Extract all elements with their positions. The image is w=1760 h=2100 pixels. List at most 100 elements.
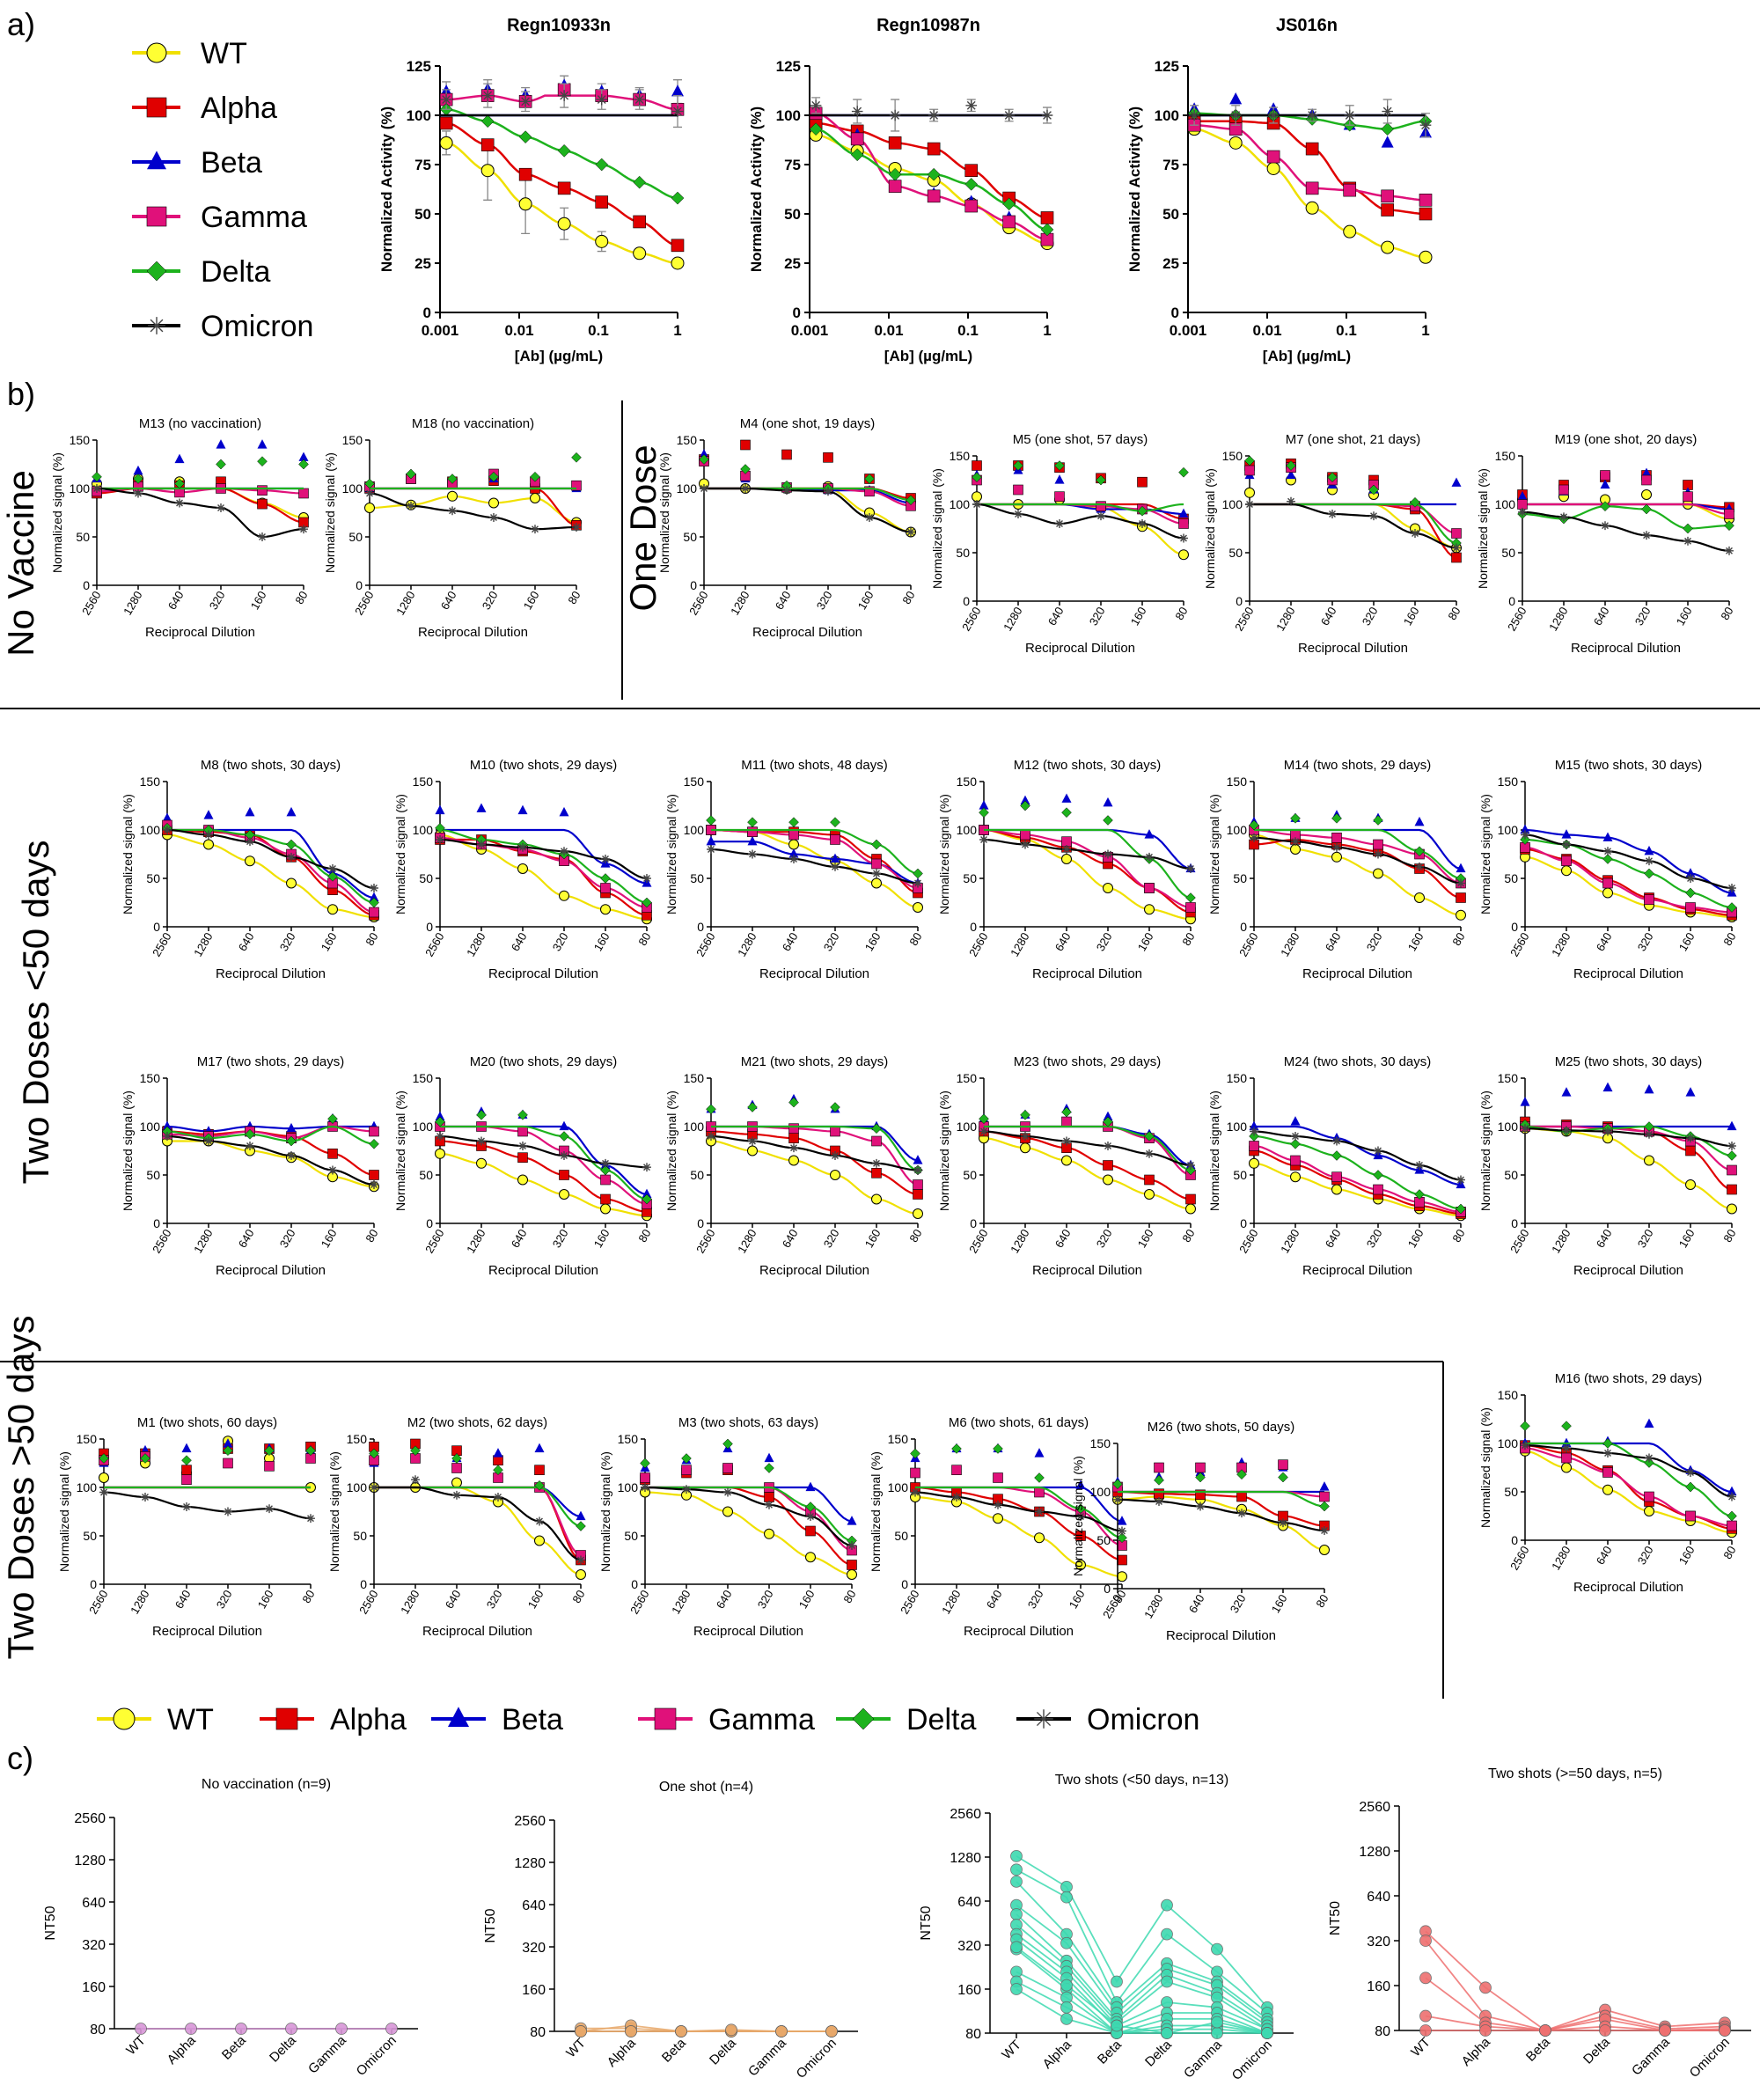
fit-line-delta xyxy=(166,1125,375,1145)
data-point-delta xyxy=(972,472,982,483)
x-tick-label: 640 xyxy=(165,589,187,612)
data-point-delta xyxy=(1683,523,1693,534)
y-tick-label: 50 xyxy=(1228,546,1243,560)
plot-b-title: M25 (two shots, 30 days) xyxy=(1555,1054,1703,1069)
y-tick-label: 50 xyxy=(1162,206,1179,223)
y-tick-label: 0 xyxy=(690,578,697,592)
legend-marker-alpha xyxy=(275,1707,298,1730)
data-point-omicron xyxy=(741,484,750,493)
data-point-delta xyxy=(699,454,709,465)
nt50-point xyxy=(1010,1849,1023,1862)
data-point-beta xyxy=(1103,797,1113,807)
y-axis-label: Normalized Activity (%) xyxy=(748,106,765,272)
fit-line-delta xyxy=(711,828,919,875)
data-point-delta xyxy=(364,478,375,489)
data-point-gamma xyxy=(1381,189,1394,203)
y-axis-label: Normalized signal (%) xyxy=(327,1451,341,1572)
data-point-omicron xyxy=(287,1151,296,1160)
fit-line-alpha xyxy=(983,828,1192,914)
data-point-beta xyxy=(435,1111,445,1121)
y-tick-label: 100 xyxy=(1498,823,1519,837)
x-tick-label: 80 xyxy=(292,589,310,606)
data-point-omicron xyxy=(535,1516,544,1526)
x-tick-label: 80 xyxy=(635,1227,653,1245)
data-point-delta xyxy=(476,1109,487,1120)
data-point-omicron xyxy=(1021,1132,1030,1141)
y-tick-label: 50 xyxy=(146,871,160,885)
data-point-alpha xyxy=(517,1152,528,1163)
data-point-omicron xyxy=(572,523,581,532)
data-point-gamma xyxy=(888,180,902,193)
data-point-beta xyxy=(1517,490,1528,501)
data-point-omicron xyxy=(1344,109,1356,121)
y-tick-label: 75 xyxy=(414,157,431,173)
data-point-omicron xyxy=(979,1127,988,1136)
legend-marker-wt xyxy=(146,42,167,63)
plot-b-title: M16 (two shots, 29 days) xyxy=(1555,1371,1703,1386)
data-point-beta xyxy=(1727,1486,1737,1496)
plot-b-16: M24 (two shots, 30 days) 0 50 100 150 2560 128… xyxy=(1207,1054,1468,1278)
x-tick-label: 2560 xyxy=(150,930,173,959)
data-point-wt xyxy=(830,1170,840,1180)
plot-b-title: M5 (one shot, 57 days) xyxy=(1013,432,1148,447)
data-point-delta xyxy=(286,1135,297,1147)
y-tick-label: 80 xyxy=(1375,2024,1390,2039)
fit-line-gamma xyxy=(983,828,1192,909)
fit-line-delta xyxy=(1250,503,1457,545)
data-point-gamma xyxy=(1419,194,1433,207)
data-point-wt xyxy=(722,1506,733,1517)
data-point-alpha xyxy=(181,1465,192,1475)
data-point-omicron xyxy=(1145,852,1154,862)
legend-bottom: WT Alpha Beta Gamma Delta Omicron xyxy=(97,1703,1199,1737)
x-tick-label: 160 xyxy=(1676,930,1698,953)
nt50-line xyxy=(1016,1855,1268,2008)
data-point-gamma xyxy=(864,486,875,497)
y-tick-label: 0 xyxy=(697,1216,704,1230)
data-point-gamma xyxy=(1020,829,1030,841)
data-point-wt xyxy=(559,890,569,901)
fit-line-alpha xyxy=(914,1486,1123,1561)
nt50-point xyxy=(1060,1891,1073,1904)
fit-line-omicron xyxy=(710,848,919,885)
data-point-alpha xyxy=(1117,1554,1127,1566)
legend-label-gamma: Gamma xyxy=(708,1703,815,1737)
data-point-omicron xyxy=(258,532,267,541)
x-tick-label: 320 xyxy=(821,1227,842,1250)
x-tick-label: 640 xyxy=(1323,930,1344,953)
data-point-beta xyxy=(747,835,758,846)
y-tick-label: 100 xyxy=(776,107,801,124)
data-point-omicron xyxy=(928,109,940,121)
data-point-delta xyxy=(1685,1481,1696,1493)
data-point-omicron xyxy=(671,106,684,117)
data-point-delta xyxy=(1137,505,1148,517)
x-tick-label: 1280 xyxy=(735,1227,759,1256)
y-tick-label: 50 xyxy=(690,1168,704,1182)
data-point-omicron xyxy=(1096,511,1105,521)
x-tick-label: 640 xyxy=(1594,1544,1615,1567)
data-point-omicron xyxy=(1245,500,1254,509)
data-point-wt xyxy=(1178,549,1189,561)
y-tick-label: 50 xyxy=(146,1168,160,1182)
fit-line-wt xyxy=(710,1140,919,1215)
data-point-omicron xyxy=(1186,864,1195,873)
nt50-point xyxy=(285,2023,297,2035)
x-tick-label: 80 xyxy=(1179,930,1197,948)
data-point-omicron xyxy=(748,1136,757,1146)
data-point-beta xyxy=(1602,1082,1613,1092)
x-tick-label: 1280 xyxy=(464,1227,488,1256)
data-point-alpha xyxy=(847,1560,857,1570)
y-axis-label: Normalized signal (%) xyxy=(121,794,135,914)
data-point-omicron xyxy=(1287,496,1295,506)
nt50-point xyxy=(1261,2027,1273,2039)
y-axis-label: Normalized signal (%) xyxy=(930,468,944,589)
y-axis-label: Normalized signal (%) xyxy=(1478,1407,1492,1528)
x-tick-label: 640 xyxy=(443,1588,464,1611)
x-tick-label: 320 xyxy=(1364,1227,1385,1250)
data-point-beta xyxy=(1520,1097,1530,1106)
x-axis-label: Reciprocal Dilution xyxy=(488,1263,598,1278)
data-point-omicron xyxy=(1645,1129,1654,1139)
data-point-delta xyxy=(788,817,799,828)
x-tick-label: Alpha xyxy=(1040,2037,1075,2072)
y-tick-label: 150 xyxy=(1227,775,1248,789)
legend-marker-omicron xyxy=(1034,1709,1053,1729)
